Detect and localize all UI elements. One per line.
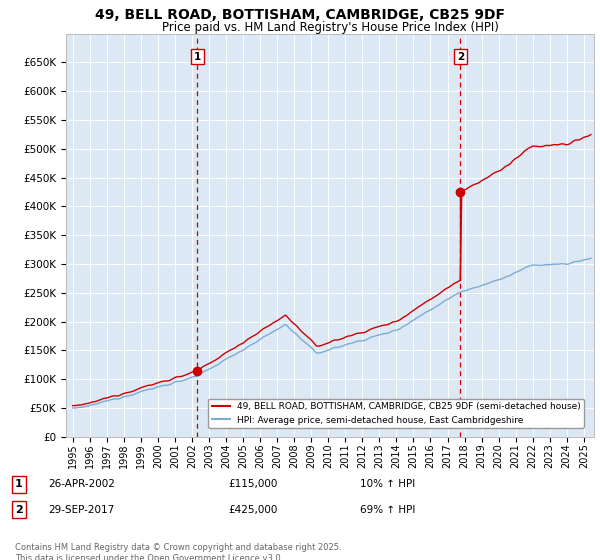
- Text: 49, BELL ROAD, BOTTISHAM, CAMBRIDGE, CB25 9DF: 49, BELL ROAD, BOTTISHAM, CAMBRIDGE, CB2…: [95, 8, 505, 22]
- Text: 29-SEP-2017: 29-SEP-2017: [48, 505, 114, 515]
- Text: £115,000: £115,000: [228, 479, 277, 489]
- Legend: 49, BELL ROAD, BOTTISHAM, CAMBRIDGE, CB25 9DF (semi-detached house), HPI: Averag: 49, BELL ROAD, BOTTISHAM, CAMBRIDGE, CB2…: [208, 399, 584, 428]
- Text: Contains HM Land Registry data © Crown copyright and database right 2025.
This d: Contains HM Land Registry data © Crown c…: [15, 543, 341, 560]
- Text: 2: 2: [15, 505, 23, 515]
- Text: 69% ↑ HPI: 69% ↑ HPI: [360, 505, 415, 515]
- Text: 1: 1: [194, 52, 201, 62]
- Text: £425,000: £425,000: [228, 505, 277, 515]
- Text: 2: 2: [457, 52, 464, 62]
- Title: Price paid vs. HM Land Registry's House Price Index (HPI): Price paid vs. HM Land Registry's House …: [161, 21, 499, 34]
- Text: 26-APR-2002: 26-APR-2002: [48, 479, 115, 489]
- Text: 10% ↑ HPI: 10% ↑ HPI: [360, 479, 415, 489]
- Text: 1: 1: [15, 479, 23, 489]
